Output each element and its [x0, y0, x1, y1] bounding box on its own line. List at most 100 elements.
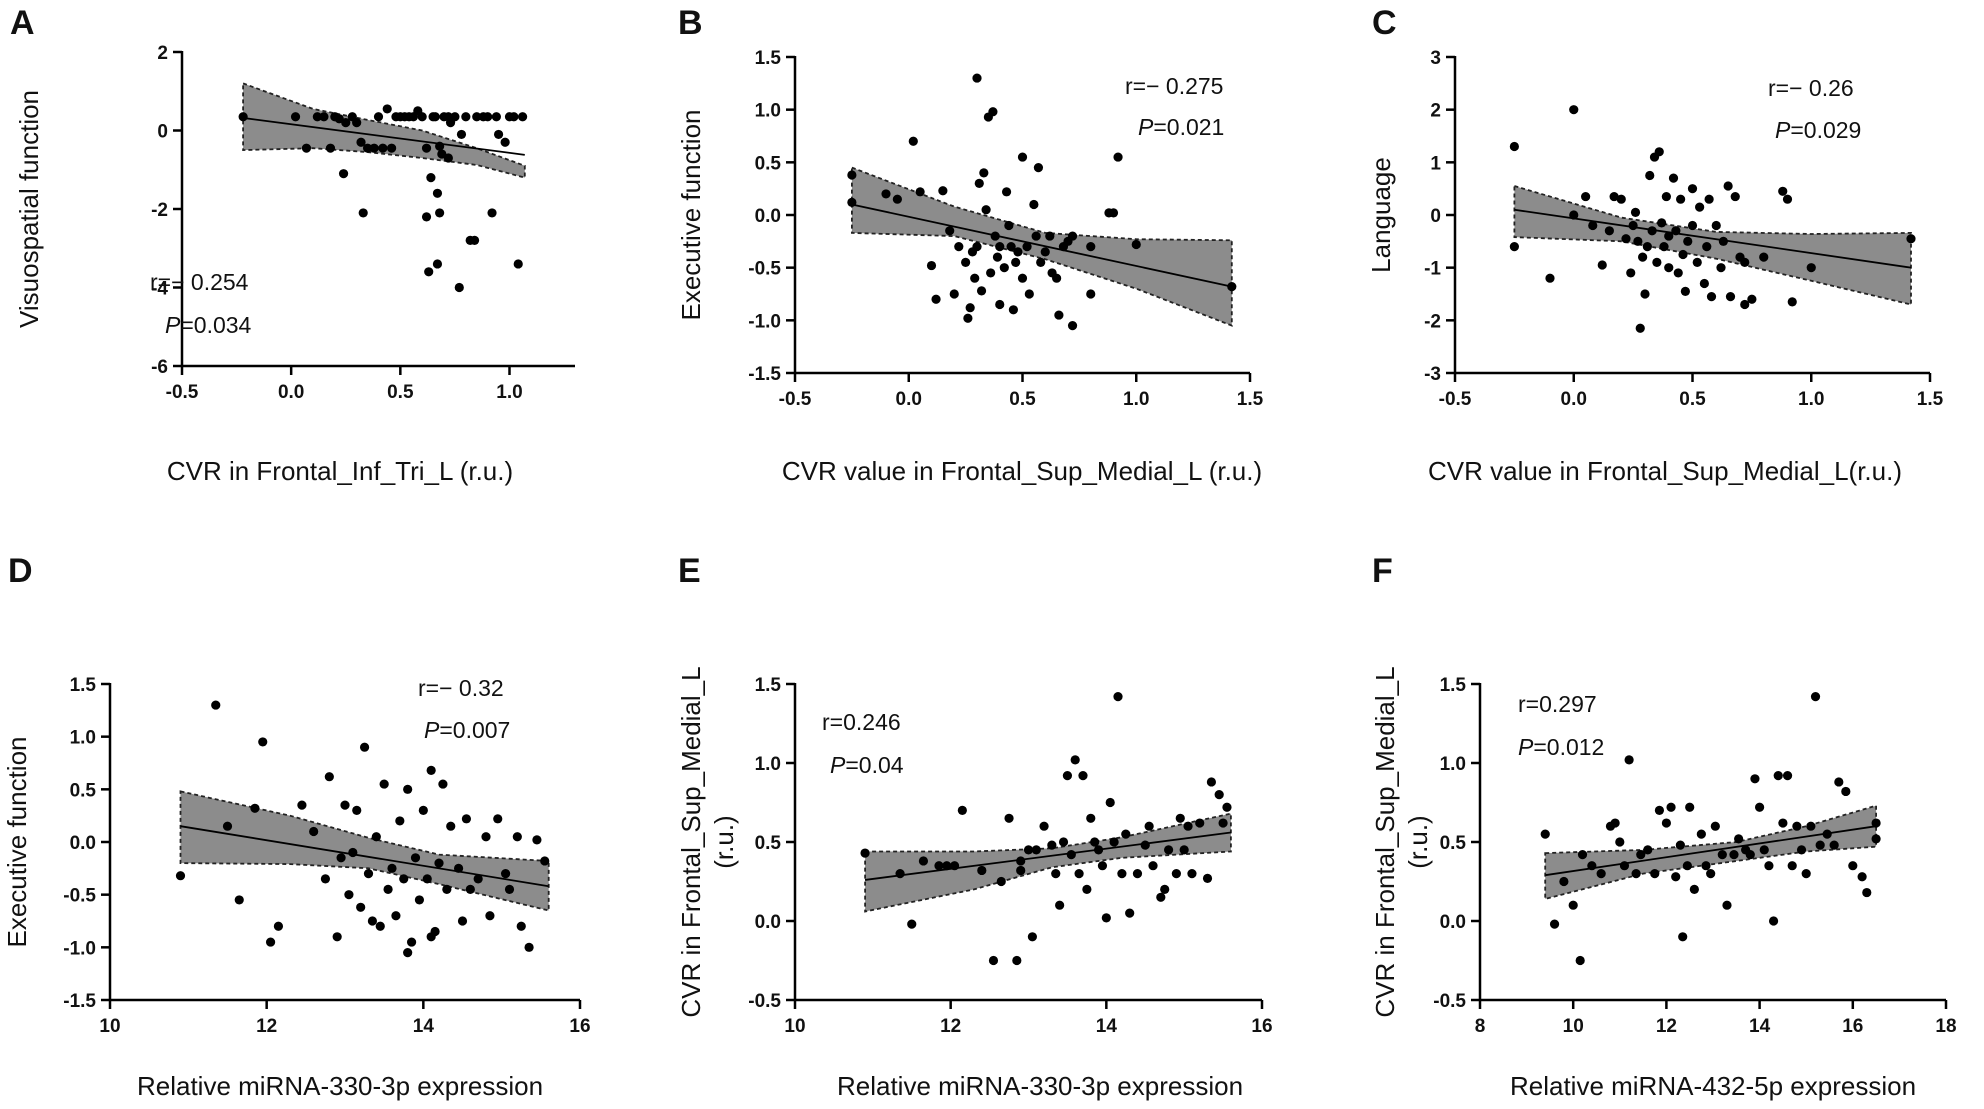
data-point	[238, 112, 248, 122]
data-point	[1179, 845, 1189, 855]
data-point	[414, 895, 425, 905]
data-point	[1652, 257, 1662, 267]
x-tick-label: 16	[569, 1016, 590, 1037]
data-point	[391, 911, 401, 921]
data-point	[382, 104, 392, 114]
y-tick-label: 0	[1430, 206, 1441, 227]
x-tick-label: -0.5	[166, 382, 199, 403]
data-point	[421, 143, 432, 153]
panel-letter: F	[1372, 552, 1393, 590]
data-point	[1029, 199, 1039, 210]
data-point	[1723, 181, 1733, 191]
data-point	[1016, 865, 1026, 876]
x-tick-label: 1.5	[1917, 389, 1944, 410]
y-axis-title-units: (r.u.)	[709, 815, 739, 868]
data-point	[1222, 802, 1232, 812]
y-tick-label: 1.5	[755, 675, 782, 696]
data-point	[324, 772, 334, 782]
data-point	[493, 129, 504, 140]
data-point	[1650, 869, 1660, 879]
x-tick-label: 10	[99, 1016, 120, 1037]
data-point	[359, 742, 370, 752]
data-point	[540, 856, 550, 866]
y-tick-label: 0.5	[70, 780, 97, 801]
data-point	[961, 257, 971, 267]
data-point	[472, 112, 482, 122]
data-point	[1171, 869, 1181, 879]
data-point	[1097, 861, 1108, 871]
data-point	[1022, 242, 1032, 252]
data-point	[1148, 861, 1158, 871]
y-axis-title: Language	[1366, 157, 1396, 273]
data-point	[1090, 837, 1100, 847]
data-point	[1001, 187, 1012, 197]
data-point	[432, 188, 443, 198]
data-point	[340, 800, 350, 810]
data-point	[1144, 821, 1154, 831]
data-point	[1706, 292, 1717, 302]
confidence-band	[242, 82, 526, 179]
data-point	[1701, 861, 1711, 871]
y-tick-label: 1.5	[70, 675, 97, 696]
data-point	[1635, 323, 1645, 333]
data-point	[1633, 236, 1643, 246]
p-label: P	[1138, 114, 1154, 140]
x-tick-label: 1.0	[496, 382, 522, 403]
data-point	[1666, 802, 1676, 812]
data-point	[1636, 850, 1646, 860]
data-point	[976, 286, 987, 296]
data-point	[1682, 861, 1692, 871]
data-point	[453, 863, 464, 873]
y-tick-label: -2	[1424, 311, 1441, 332]
data-point	[1540, 829, 1550, 839]
data-point	[378, 143, 388, 153]
x-tick-label: -0.5	[779, 389, 812, 410]
data-point	[1195, 818, 1205, 828]
data-point	[1619, 861, 1630, 871]
data-point	[211, 700, 221, 710]
x-tick-label: 1.0	[1798, 389, 1824, 410]
data-point	[1787, 861, 1797, 871]
data-point	[981, 205, 991, 215]
x-axis-title: CVR value in Frontal_Sup_Medial_L(r.u.)	[1428, 456, 1902, 486]
data-point	[1615, 837, 1625, 847]
data-point	[1105, 797, 1115, 808]
data-point	[988, 955, 999, 966]
regression-line	[851, 203, 1232, 288]
data-point	[417, 112, 427, 122]
data-point	[512, 832, 522, 842]
data-point	[363, 869, 374, 879]
data-point	[258, 737, 268, 747]
data-point	[320, 874, 331, 884]
data-point	[356, 902, 366, 912]
confidence-band	[851, 166, 1233, 327]
data-point	[332, 932, 342, 942]
data-point	[1841, 786, 1851, 797]
x-tick-label: 10	[1563, 1016, 1584, 1037]
data-point	[325, 143, 336, 153]
p-value-number: =0.007	[439, 717, 510, 743]
y-tick-label: 0	[157, 122, 168, 143]
x-tick-label: 16	[1842, 1016, 1863, 1037]
data-point	[934, 861, 944, 871]
data-point	[1006, 242, 1016, 252]
data-point	[1755, 802, 1765, 812]
data-point	[1596, 869, 1606, 879]
data-point	[426, 173, 436, 183]
data-point	[915, 187, 925, 197]
data-point	[1108, 208, 1119, 218]
data-point	[1640, 289, 1650, 299]
data-point	[1039, 821, 1049, 831]
data-point	[1661, 818, 1671, 828]
data-point	[1131, 239, 1141, 250]
y-axis-title-units: (r.u.)	[1403, 815, 1433, 868]
data-point	[1101, 913, 1111, 923]
data-point	[1568, 900, 1578, 910]
data-point	[1113, 692, 1123, 702]
y-tick-label: 0.5	[1440, 833, 1467, 854]
data-point	[881, 189, 891, 199]
data-point	[1628, 220, 1638, 231]
data-point	[1718, 236, 1728, 246]
p-label: P	[1518, 734, 1534, 760]
data-point	[1164, 845, 1174, 855]
